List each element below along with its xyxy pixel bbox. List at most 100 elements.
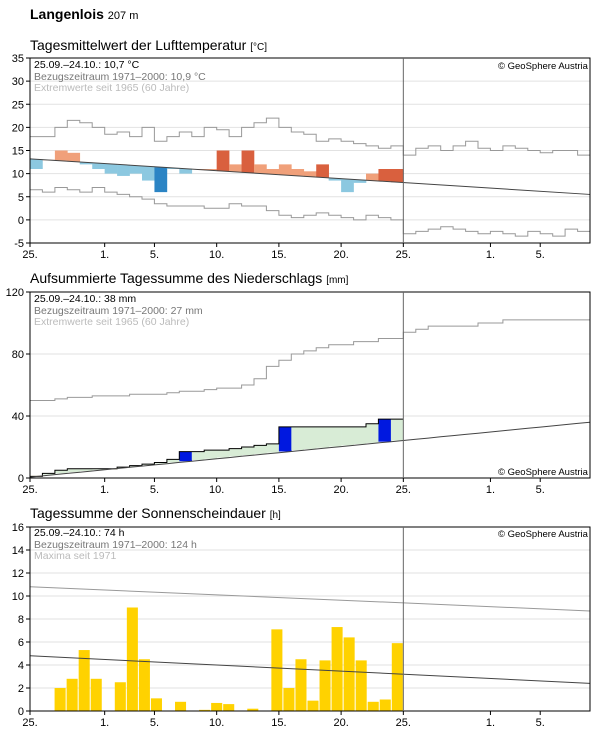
sunshine-bar	[295, 659, 307, 711]
temperature-anomaly-bar	[378, 169, 392, 182]
sunshine-info-normal: Bezugszeitraum 1971–2000: 124 h	[34, 538, 197, 551]
temperature-anomaly-bar	[129, 165, 143, 174]
precip-difference-area	[291, 426, 305, 451]
temperature-anomaly-bar	[154, 167, 168, 193]
precip-plot-border	[29, 291, 591, 479]
precip-xtick-label: 20.	[333, 484, 348, 496]
precip-copyright: © GeoSphere Austria	[498, 467, 588, 478]
precip-cumulative-line	[30, 418, 404, 477]
temperature-anomaly-bar	[303, 171, 317, 177]
precip-difference-area	[166, 459, 180, 463]
temperature-title-text: Tagesmittelwert der Lufttemperatur	[30, 37, 247, 53]
precip-normal-line	[29, 421, 591, 478]
temperature-plot-border	[29, 57, 591, 244]
sunshine-ytick-label: 6	[18, 637, 24, 649]
temperature-anomaly-bar	[54, 150, 68, 161]
temperature-anomaly-bar	[104, 163, 118, 174]
sunshine-ytick-label: 12	[12, 568, 24, 580]
precip-title-text: Aufsummierte Tagessumme des Niederschlag…	[30, 270, 323, 286]
temperature-anomaly-bar	[278, 164, 292, 176]
precip-difference-area	[179, 451, 193, 462]
temperature-anomaly-bar	[179, 168, 193, 174]
temperature-xtick-label: 10.	[209, 249, 224, 261]
temperature-anomaly-bar	[229, 164, 242, 172]
temperature-normal-line	[29, 158, 591, 195]
station-altitude: 207 m	[107, 10, 139, 22]
precip-difference-area	[390, 419, 404, 441]
sunshine-info-period: 25.09.–24.10.: 74 h	[34, 527, 125, 539]
temperature-ytick-label: 15	[12, 146, 24, 158]
sunshine-ytick-label: 14	[12, 545, 24, 557]
sunshine-bar	[331, 627, 343, 711]
sunshine-ytick-label: 2	[18, 683, 24, 695]
temperature-ytick-label: 5	[18, 192, 24, 204]
temperature-max-extreme-line	[30, 117, 590, 156]
temperature-unit: [°C]	[250, 42, 267, 53]
temperature-anomaly-bar	[254, 164, 267, 174]
temperature-anomaly-bar	[92, 163, 105, 169]
sunshine-bar	[379, 699, 391, 711]
temperature-anomaly-bar	[142, 166, 155, 181]
precip-difference-area	[254, 445, 267, 454]
sunshine-copyright: © GeoSphere Austria	[498, 529, 588, 540]
sunshine-ytick-label: 10	[12, 591, 24, 603]
sunshine-title: Tagessumme der Sonnenscheindauer [h]	[30, 505, 281, 521]
precip-info-normal: Bezugszeitraum 1971–2000: 27 mm	[34, 304, 203, 317]
sunshine-plot-border	[29, 526, 591, 712]
precip-info: 25.09.–24.10.: 38 mm Bezugszeitraum 1971…	[34, 293, 203, 329]
precip-unit: [mm]	[326, 275, 349, 286]
temperature-anomaly-bar	[67, 152, 81, 162]
temperature-anomaly-bar	[366, 173, 379, 181]
precip-difference-area	[378, 419, 392, 442]
sunshine-maxima-line	[29, 586, 591, 612]
temperature-info-normal: Bezugszeitraum 1971–2000: 10,9 °C	[34, 70, 206, 83]
sunshine-bar	[391, 643, 403, 711]
temperature-ytick-label: 10	[12, 169, 24, 181]
temperature-title: Tagesmittelwert der Lufttemperatur [°C]	[30, 37, 267, 53]
sunshine-bar	[283, 688, 295, 711]
sunshine-ytick-label: 8	[18, 614, 24, 626]
temperature-ytick-label: 25	[12, 99, 24, 111]
precip-ytick-label: 120	[6, 287, 24, 299]
sunshine-bar	[78, 650, 90, 711]
precip-difference-area	[79, 468, 93, 471]
sunshine-bar	[223, 704, 235, 711]
temperature-xtick-label: 5.	[150, 249, 159, 261]
sunshine-bar	[54, 688, 66, 711]
precip-info-extremes: Extremwerte seit 1965 (60 Jahre)	[34, 316, 190, 328]
sunshine-bar	[150, 698, 162, 711]
sunshine-bar	[138, 659, 150, 711]
temperature-anomaly-bar	[30, 159, 43, 169]
sunshine-xtick-label: 5.	[536, 717, 545, 729]
temperature-xtick-label: 1.	[486, 249, 495, 261]
temperature-xtick-label: 15.	[271, 249, 286, 261]
precip-difference-area	[42, 473, 56, 475]
sunshine-normal-line	[29, 655, 591, 684]
temperature-anomaly-bar	[166, 167, 180, 169]
precip-difference-area	[366, 423, 379, 443]
temperature-anomaly-bar	[266, 169, 280, 175]
temperature-ytick-label: 30	[12, 76, 24, 88]
sunshine-bar	[343, 637, 355, 711]
precip-difference-area	[278, 426, 292, 452]
temperature-xtick-label: 1.	[100, 249, 109, 261]
precip-xtick-label: 25.	[396, 484, 411, 496]
temperature-xtick-label: 5.	[536, 249, 545, 261]
sunshine-bar	[199, 709, 211, 711]
temperature-info-extremes: Extremwerte seit 1965 (60 Jahre)	[34, 82, 190, 94]
precip-difference-area	[353, 426, 367, 445]
precip-difference-area	[216, 450, 230, 458]
temperature-ytick-label: -5	[14, 238, 24, 250]
sunshine-info-maxima: Maxima seit 1971	[34, 550, 117, 562]
temperature-ytick-label: 0	[18, 215, 24, 227]
sunshine-xtick-label: 5.	[150, 717, 159, 729]
precip-ytick-label: 0	[18, 473, 24, 485]
precip-difference-area	[204, 450, 217, 459]
temperature-anomaly-bar	[204, 169, 217, 171]
sunshine-bar	[271, 629, 283, 711]
temperature-anomaly-bar	[390, 169, 404, 183]
sunshine-xtick-label: 1.	[100, 717, 109, 729]
station-name: Langenlois	[30, 6, 104, 22]
temperature-info-period: 25.09.–24.10.: 10,7 °C	[34, 59, 140, 71]
temperature-xtick-label: 20.	[333, 249, 348, 261]
